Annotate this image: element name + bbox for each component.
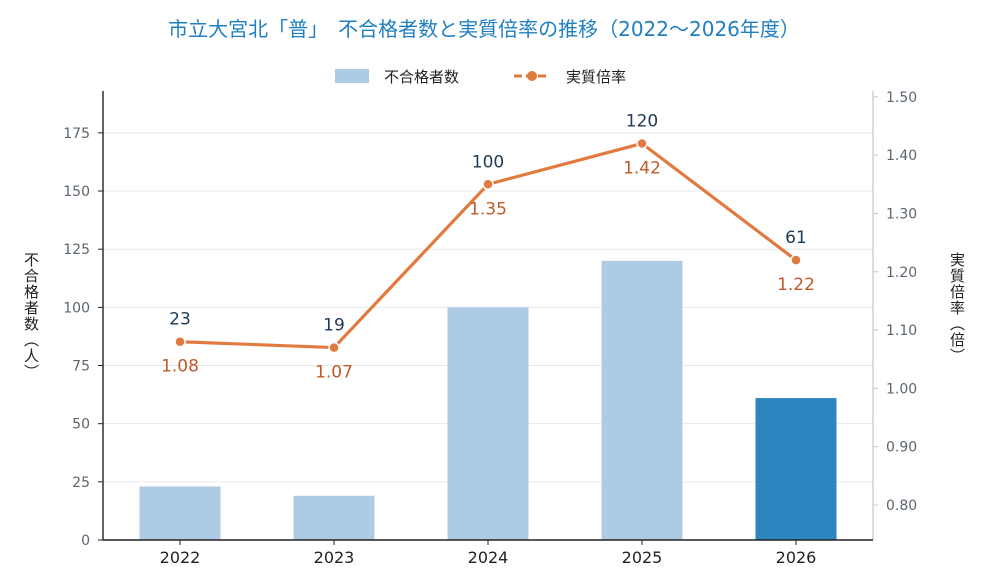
- x-tick-label: 2024: [468, 548, 509, 567]
- left-tick-label: 125: [63, 242, 90, 258]
- left-axis-label: 不合格者数（人）: [22, 252, 40, 380]
- right-tick-label: 1.30: [886, 206, 917, 222]
- bars: [139, 260, 837, 540]
- bar-value-label: 120: [626, 111, 658, 131]
- ratio-value-label: 1.07: [315, 363, 353, 383]
- x-tick-label: 2022: [160, 548, 201, 567]
- ratio-value-label: 1.08: [161, 357, 199, 377]
- legend-line-marker: [527, 71, 537, 81]
- bar-value-label: 100: [472, 152, 504, 172]
- x-tick-label: 2025: [622, 548, 663, 567]
- bar: [447, 307, 529, 540]
- legend: 不合格者数 実質倍率: [335, 68, 626, 86]
- legend-bar-label: 不合格者数: [384, 68, 459, 86]
- chart-title: 市立大宮北「普」 不合格者数と実質倍率の推移（2022〜2026年度）: [168, 17, 800, 41]
- x-tick-label: 2026: [776, 548, 817, 567]
- ratio-value-label: 1.22: [777, 275, 815, 295]
- left-tick-label: 25: [72, 475, 90, 491]
- bar: [139, 486, 221, 540]
- ratio-point: [636, 137, 648, 150]
- legend-line-label: 実質倍率: [566, 68, 626, 86]
- data-labels: 23 1.08 19 1.07 100 1.35 120 1.42 61 1.22: [161, 111, 815, 382]
- ratio-point: [174, 335, 186, 348]
- ratio-line: [174, 137, 802, 354]
- ratio-point: [482, 178, 494, 191]
- bar: [601, 260, 683, 540]
- left-tick-label: 150: [63, 184, 90, 200]
- bar: [293, 495, 375, 540]
- x-tick-label: 2023: [314, 548, 355, 567]
- left-axis-ticks: 0 25 50 75 100 125 150 175: [63, 126, 103, 549]
- left-tick-label: 75: [72, 359, 90, 375]
- right-tick-label: 1.40: [886, 148, 917, 164]
- legend-bar-swatch: [335, 69, 369, 83]
- ratio-point: [328, 341, 340, 354]
- ratio-value-label: 1.42: [623, 158, 661, 178]
- left-tick-label: 0: [81, 533, 90, 549]
- right-axis-label: 実質倍率（倍）: [948, 252, 966, 364]
- left-tick-label: 50: [72, 417, 90, 433]
- bar-value-label: 61: [785, 228, 807, 248]
- right-tick-label: 1.50: [886, 90, 917, 106]
- right-tick-label: 0.80: [886, 498, 917, 514]
- right-tick-label: 1.20: [886, 265, 917, 281]
- right-tick-label: 1.10: [886, 323, 917, 339]
- bar-value-label: 19: [323, 316, 345, 336]
- right-tick-label: 0.90: [886, 440, 917, 456]
- right-tick-label: 1.00: [886, 381, 917, 397]
- bar-value-label: 23: [169, 310, 191, 330]
- x-axis-ticks: 2022 2023 2024 2025 2026: [160, 540, 817, 567]
- left-tick-label: 100: [63, 300, 90, 316]
- ratio-value-label: 1.35: [469, 199, 507, 219]
- bar: [755, 398, 837, 540]
- ratio-point: [790, 254, 802, 266]
- left-tick-label: 175: [63, 126, 90, 142]
- right-axis-ticks: 0.80 0.90 1.00 1.10 1.20 1.30 1.40 1.50: [873, 90, 917, 514]
